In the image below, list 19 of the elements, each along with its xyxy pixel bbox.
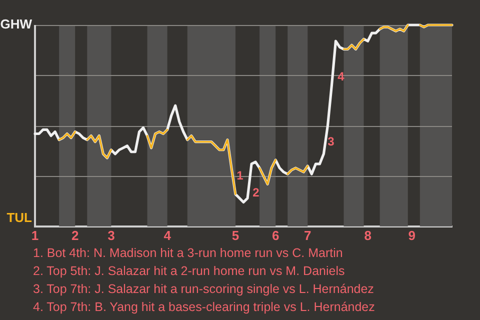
x-tick-label: 5 bbox=[232, 228, 240, 243]
text: 2. Top 5th: J. Salazar hit a 2-run home run vs M. Daniels bbox=[33, 263, 346, 280]
x-tick-label: 4 bbox=[164, 228, 172, 243]
annotation: 1 bbox=[236, 168, 244, 182]
annotation: 4 bbox=[338, 69, 345, 84]
text: GHW bbox=[0, 16, 33, 32]
x-tick-label: 1 bbox=[31, 228, 39, 243]
x-tick-label: 9 bbox=[408, 228, 416, 243]
text: 1. Bot 4th: N. Madison hit a 3-run home run vs C. Martin bbox=[33, 245, 344, 262]
x-tick-label: 2 bbox=[71, 228, 79, 243]
annotation: 3 bbox=[328, 134, 335, 148]
text: 3. Top 7th: J. Salazar hit a run-scoring single vs L. Hernández bbox=[33, 281, 375, 298]
text: 4. Top 7th: B. Yang hit a bases-clearing triple vs L. Hernández bbox=[33, 299, 375, 316]
x-tick-label: 3 bbox=[108, 228, 115, 243]
x-tick-label: 6 bbox=[272, 228, 280, 243]
x-tick-label: 8 bbox=[364, 228, 372, 243]
annotation: 2 bbox=[252, 185, 260, 200]
x-tick-label: 7 bbox=[304, 228, 312, 243]
text: TUL bbox=[6, 210, 32, 225]
